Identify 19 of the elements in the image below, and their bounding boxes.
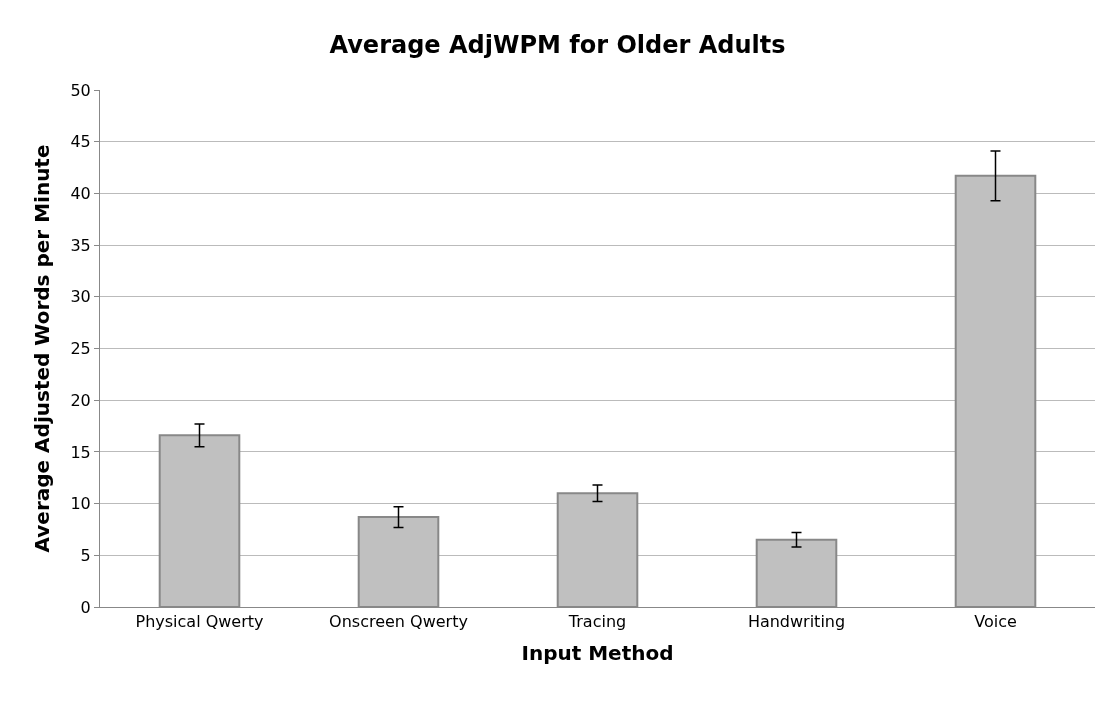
y-axis-title: Average Adjusted Words per Minute bbox=[29, 144, 54, 553]
y-tick-label: 45 bbox=[70, 132, 91, 152]
y-tick-label: 40 bbox=[70, 184, 91, 203]
y-tick-label: 30 bbox=[70, 287, 91, 307]
y-tick-label: 35 bbox=[70, 235, 91, 255]
x-tick-label: Voice bbox=[974, 612, 1017, 632]
x-tick-label: Handwriting bbox=[747, 612, 846, 632]
y-tick-label: 10 bbox=[70, 494, 91, 514]
chart-title: Average AdjWPM for Older Adults bbox=[329, 30, 786, 59]
x-tick-label: Tracing bbox=[567, 612, 627, 632]
y-tick-label: 50 bbox=[70, 80, 91, 100]
x-axis-title: Input Method bbox=[521, 640, 674, 665]
x-tick-label: Physical Qwerty bbox=[135, 612, 264, 632]
y-tick-label: 5 bbox=[80, 545, 91, 565]
y-tick-label: 20 bbox=[70, 390, 91, 410]
y-tick-label: 15 bbox=[70, 442, 91, 462]
y-tick-label: 25 bbox=[70, 339, 91, 359]
x-tick-label: Onscreen Qwerty bbox=[329, 612, 468, 632]
y-tick-label: 0 bbox=[80, 597, 91, 617]
